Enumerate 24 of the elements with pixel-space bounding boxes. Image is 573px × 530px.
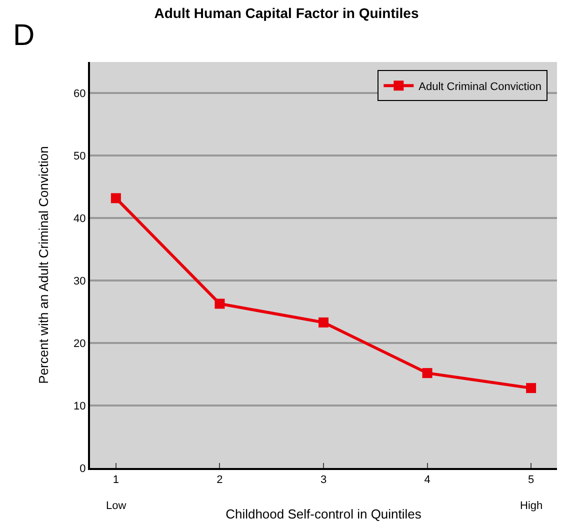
y-tick-label: 50 — [74, 150, 86, 163]
text: Low — [106, 500, 126, 512]
y-tick-label: 20 — [74, 338, 86, 350]
point — [422, 368, 432, 378]
text: D — [13, 19, 35, 52]
x-tick-label: 3 — [320, 474, 327, 486]
point — [110, 193, 121, 204]
x-tick-label: 1 — [112, 474, 120, 486]
legend-label: Adult Criminal Conviction — [418, 80, 542, 93]
chart-title: Adult Human Capital Factor in Quintiles — [154, 4, 419, 21]
text: High — [520, 500, 543, 512]
y-tick-label: 40 — [74, 213, 86, 225]
y-axis-title: Percent with an Adult Criminal Conviction — [36, 146, 51, 384]
y-tick-label: 10 — [74, 400, 86, 412]
y-tick-label: 0 — [80, 462, 86, 475]
y-tick-label: 60 — [74, 88, 86, 100]
x-tick-label: 4 — [424, 474, 430, 486]
y-tick-label: 30 — [74, 275, 86, 288]
x-axis-title: Childhood Self-control in Quintiles — [226, 506, 422, 522]
x-tick-label: 5 — [528, 474, 534, 486]
point — [214, 298, 225, 309]
x-tick-label: 2 — [216, 474, 223, 486]
point — [318, 317, 328, 328]
point — [526, 383, 536, 394]
